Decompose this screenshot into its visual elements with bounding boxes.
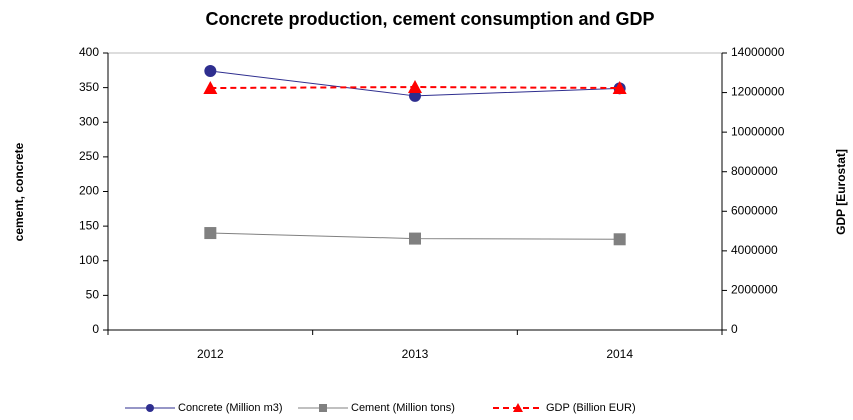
y2-tick-label: 12000000 — [731, 85, 785, 99]
legend-label: Concrete (Million m3) — [178, 402, 283, 414]
legend: Concrete (Million m3) Cement (Million ton… — [125, 402, 636, 414]
y2-tick-label: 4000000 — [731, 243, 778, 257]
y-tick-label: 250 — [79, 149, 99, 163]
x-tick-label: 2012 — [197, 347, 224, 361]
y-tick-label: 150 — [79, 218, 99, 232]
y2-tick-label: 2000000 — [731, 283, 778, 297]
y2-tick-label: 10000000 — [731, 124, 785, 138]
data-point — [204, 227, 217, 240]
data-point — [612, 81, 627, 95]
y2-tick-label: 8000000 — [731, 164, 778, 178]
y-tick-label: 50 — [86, 288, 100, 302]
y-tick-label: 200 — [79, 184, 99, 198]
legend-label: Cement (Million tons) — [351, 402, 455, 414]
legend-label: GDP (Billion EUR) — [546, 402, 636, 414]
y-tick-label: 300 — [79, 114, 99, 128]
x-tick-label: 2013 — [402, 347, 429, 361]
x-tick-label: 2014 — [606, 347, 633, 361]
legend-marker — [319, 404, 327, 412]
legend-marker — [513, 403, 523, 412]
y-axis-title: cement, concrete — [12, 142, 26, 241]
data-point — [204, 65, 217, 78]
y2-tick-label: 0 — [731, 322, 738, 336]
data-point — [408, 80, 422, 94]
y-tick-label: 0 — [92, 322, 99, 336]
y-tick-label: 100 — [79, 253, 99, 267]
y-tick-label: 400 — [79, 45, 99, 59]
data-point — [613, 233, 626, 246]
chart-title: Concrete production, cement consumption … — [205, 9, 654, 29]
y2-tick-label: 6000000 — [731, 203, 778, 217]
data-point — [409, 232, 421, 245]
legend-marker — [146, 404, 154, 412]
y2-tick-label: 14000000 — [731, 45, 785, 59]
y-tick-label: 350 — [79, 80, 99, 94]
data-point — [203, 81, 218, 95]
y2-axis-title: GDP [Eurostat] — [834, 149, 848, 235]
